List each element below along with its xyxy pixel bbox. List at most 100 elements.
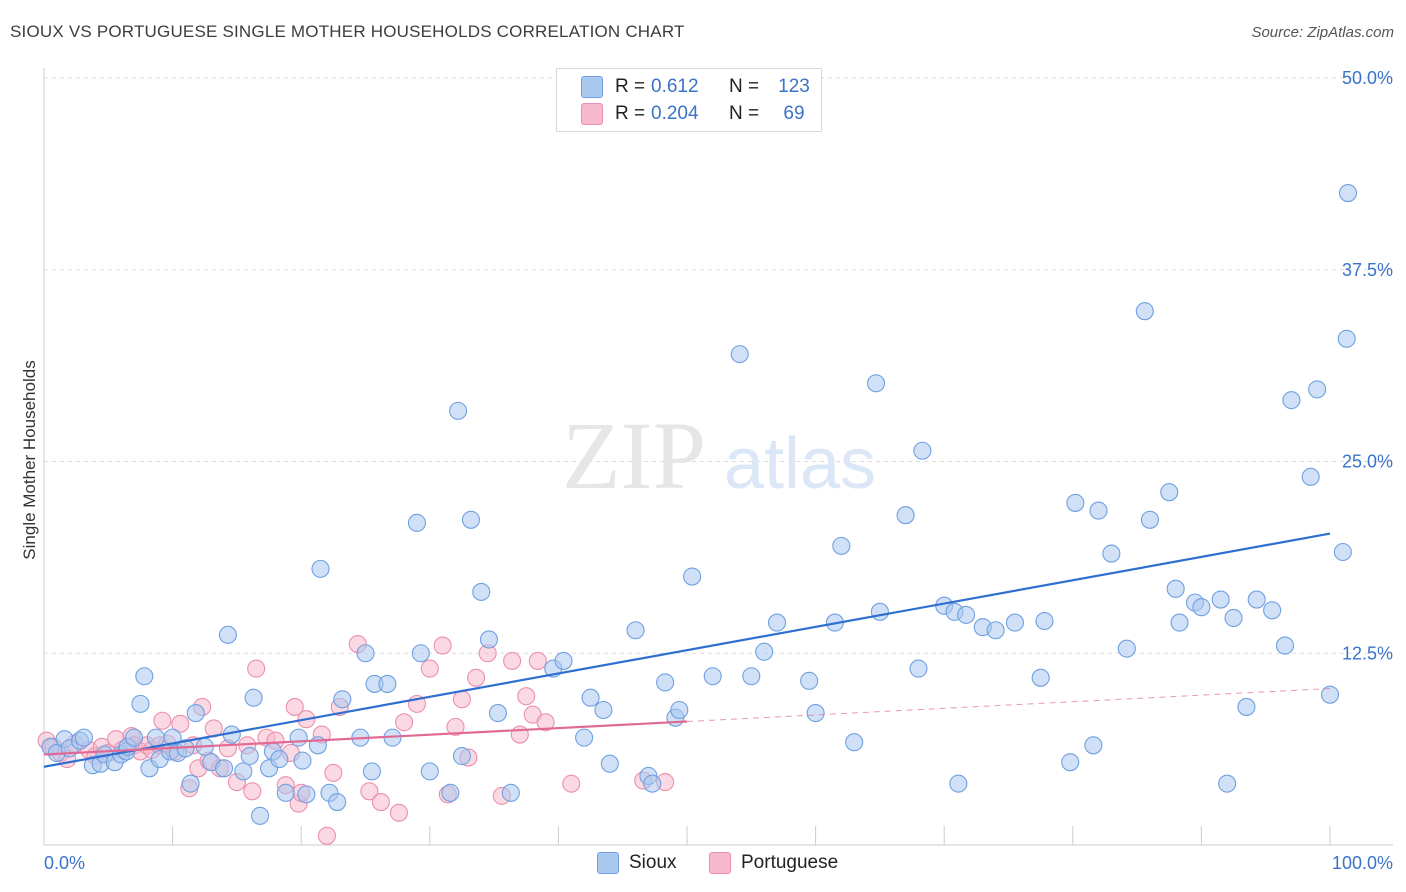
sioux-point [1224, 608, 1243, 628]
sioux-point [378, 674, 397, 693]
legend-label-portuguese: Portuguese [741, 852, 839, 873]
sioux-point [131, 694, 150, 713]
sioux-point [1035, 611, 1054, 631]
portuguese-point [247, 659, 266, 678]
sioux-point [581, 688, 600, 707]
sioux-point [488, 704, 508, 723]
sioux-point [479, 630, 499, 649]
x-tick-min: 0.0% [44, 853, 85, 873]
legend-r-value: 0.612 [651, 76, 699, 97]
series-legend: Sioux Portuguese [0, 852, 1406, 878]
sioux-point [276, 783, 295, 802]
portuguese-point [562, 774, 581, 793]
sioux-point [1237, 697, 1256, 716]
stats-legend: R = 0.612 N = 123 R = 0.204 N = 69 [556, 68, 822, 132]
portuguese-point [446, 717, 465, 736]
trend-lines [43, 532, 1331, 768]
portuguese-point [243, 782, 262, 801]
sioux-point [449, 401, 468, 420]
sioux-point [949, 774, 968, 793]
portuguese-point [467, 668, 486, 687]
sioux-point [1117, 639, 1136, 658]
portuguese-point [360, 782, 379, 801]
sioux-point [1338, 184, 1358, 203]
y-tick-label: 12.5% [1342, 643, 1393, 663]
sioux-point [472, 582, 491, 601]
sioux-point [600, 754, 619, 773]
legend-item-portuguese[interactable]: Portuguese [709, 852, 838, 874]
portuguese-point [510, 725, 529, 744]
watermark-atlas: atlas [724, 424, 876, 504]
legend-swatch-portuguese [709, 852, 731, 874]
sioux-point [913, 441, 932, 460]
legend-item-sioux[interactable]: Sioux [597, 852, 677, 874]
sioux-point [575, 728, 594, 747]
legend-swatch-sioux [581, 76, 603, 98]
portuguese-point [153, 711, 172, 730]
sioux-point [356, 644, 375, 663]
portuguese-trend-line [43, 720, 688, 756]
portuguese-point [324, 763, 343, 782]
legend-label-sioux: Sioux [629, 852, 677, 873]
legend-n-value: 123 [778, 76, 810, 97]
sioux-point [1135, 302, 1154, 321]
legend-r-value: 0.204 [651, 103, 699, 124]
y-tick-label: 37.5% [1342, 260, 1393, 280]
sioux-point [800, 671, 819, 690]
sioux-point [730, 345, 749, 364]
sioux-point [1066, 493, 1085, 512]
portuguese-point [528, 651, 547, 670]
sioux-point [328, 792, 347, 812]
sioux-point [411, 644, 430, 663]
legend-n-value: 69 [783, 103, 805, 124]
sioux-point [1337, 329, 1356, 348]
sioux-point [1282, 391, 1301, 410]
sioux-point [986, 621, 1005, 640]
sioux-point [1333, 542, 1352, 562]
sioux-trend-line [43, 532, 1331, 768]
y-tick-labels: 12.5% 25.0% 37.5% 50.0% [1342, 68, 1393, 663]
sioux-point [289, 728, 308, 747]
sioux-point [1301, 467, 1320, 486]
sioux-point [441, 783, 460, 802]
chart-title: SIOUX VS PORTUGUESE SINGLE MOTHER HOUSEH… [10, 22, 685, 41]
legend-n-label: N = [729, 76, 760, 97]
sioux-point [461, 510, 481, 529]
legend-r-label: R = [615, 103, 646, 124]
sioux-point [146, 728, 165, 747]
sioux-point [1275, 636, 1295, 655]
sioux-point [909, 659, 928, 678]
sioux-point [703, 667, 722, 686]
sioux-point [240, 746, 259, 766]
sioux-point [1247, 590, 1266, 609]
sioux-point [1166, 579, 1185, 598]
x-tick-max: 100.0% [1332, 853, 1393, 873]
sioux-point [643, 774, 662, 793]
portuguese-trend-line-dashed [686, 688, 1331, 723]
legend-swatch-portuguese [581, 103, 603, 125]
source-label: Source: ZipAtlas.com [1251, 24, 1394, 41]
sioux-point [452, 746, 472, 766]
sioux-point [311, 559, 330, 578]
sioux-point [135, 667, 154, 686]
sioux-point [896, 506, 915, 525]
sioux-point [806, 704, 825, 723]
y-tick-label: 50.0% [1342, 68, 1393, 88]
sioux-point [554, 651, 573, 670]
sioux-point [1061, 753, 1080, 772]
sioux-point [656, 673, 675, 692]
sioux-point [845, 733, 864, 752]
sioux-point [244, 688, 263, 707]
sioux-point [1084, 736, 1103, 755]
portuguese-point [503, 651, 522, 670]
legend-row-portuguese: R = 0.204 N = 69 [581, 101, 819, 127]
portuguese-point [317, 826, 336, 845]
sioux-point [420, 762, 439, 781]
legend-swatch-sioux [597, 852, 619, 874]
sioux-point [742, 667, 761, 686]
sioux-point [362, 762, 381, 781]
portuguese-point [452, 690, 472, 709]
sioux-point [670, 700, 689, 720]
sioux-point [626, 621, 645, 640]
